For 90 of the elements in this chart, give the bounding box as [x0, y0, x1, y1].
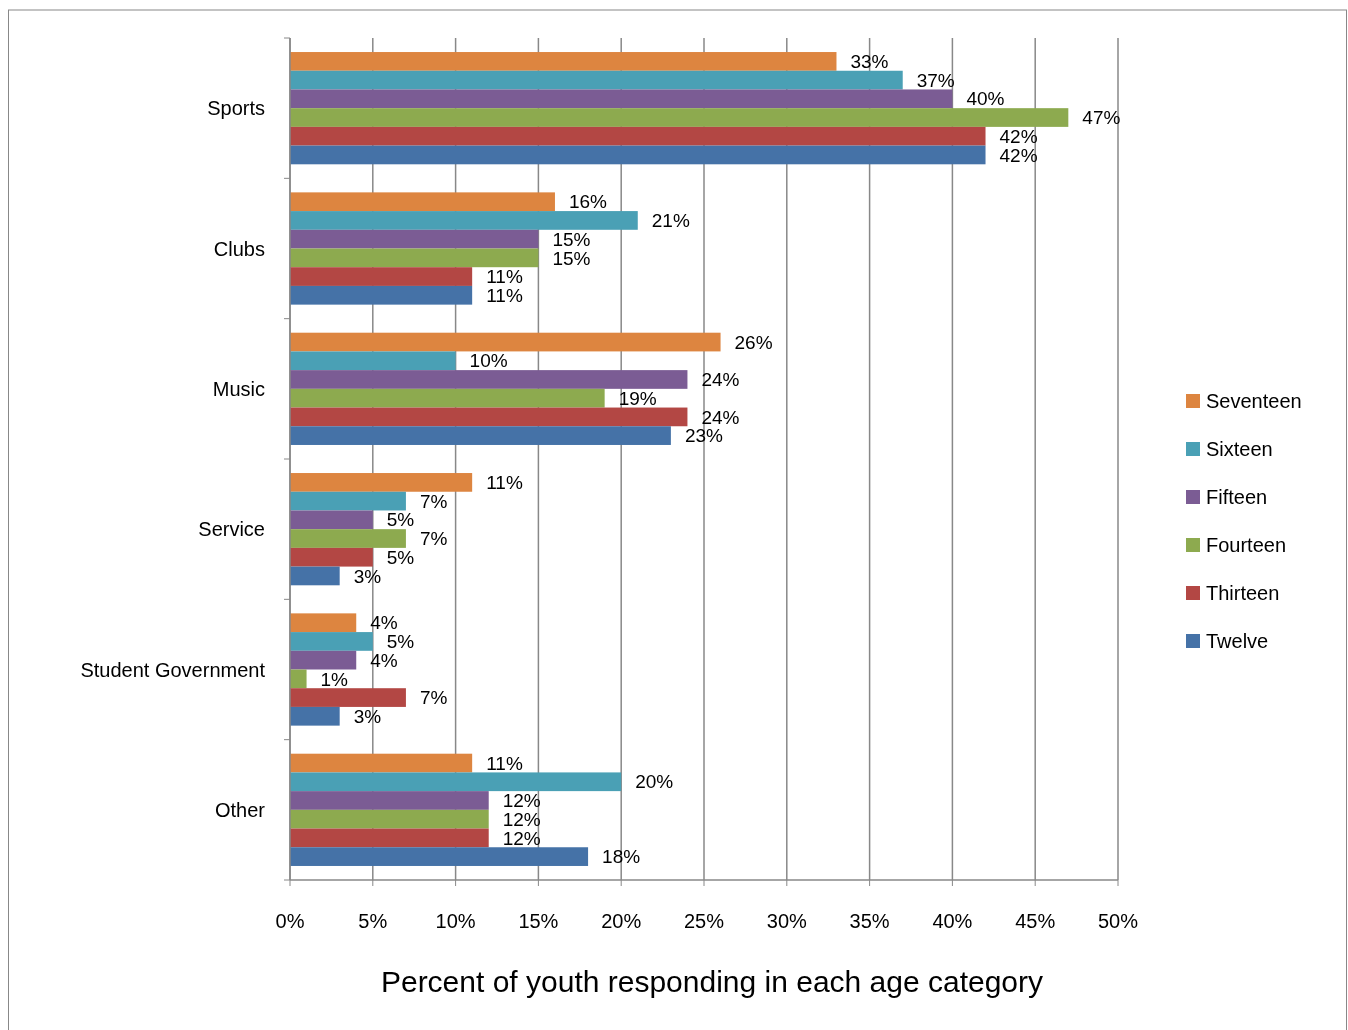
legend-label: Fifteen — [1206, 486, 1268, 508]
y-tick-label: Student Government — [80, 658, 266, 681]
bar — [290, 332, 721, 352]
bar — [290, 772, 622, 792]
data-label: 16% — [568, 191, 608, 213]
x-tick-label: 35% — [849, 910, 890, 932]
bar — [290, 547, 373, 567]
bar — [290, 753, 473, 773]
x-tick-label: 40% — [932, 910, 973, 932]
bar — [290, 267, 473, 286]
bar — [290, 407, 688, 427]
bar — [290, 145, 986, 165]
data-label: 3% — [353, 705, 382, 727]
x-tick-label: 20% — [601, 910, 642, 932]
y-tick-label: Service — [198, 518, 265, 541]
data-label: 11% — [486, 472, 523, 494]
bar — [290, 229, 539, 249]
x-tick-label: 50% — [1097, 910, 1139, 932]
data-label: 20% — [635, 771, 674, 793]
bar — [290, 426, 671, 445]
data-label: 37% — [916, 69, 955, 91]
bar — [290, 370, 688, 389]
x-axis-title: Percent of youth responding in each age category — [380, 965, 1044, 998]
bar — [290, 491, 406, 511]
data-label: 42% — [999, 125, 1038, 147]
bar — [290, 791, 489, 810]
legend-label: Sixteen — [1206, 438, 1273, 460]
data-label: 24% — [701, 369, 740, 391]
legend-label: Fourteen — [1206, 534, 1287, 556]
data-label: 24% — [701, 406, 740, 428]
data-label: 26% — [734, 331, 773, 353]
data-label: 7% — [419, 687, 448, 709]
bar — [290, 211, 638, 230]
y-tick-label: Clubs — [213, 237, 265, 260]
bar — [290, 529, 406, 548]
bar — [290, 285, 473, 305]
x-tick-label: 45% — [1015, 910, 1056, 932]
bar — [290, 248, 539, 268]
data-label: 23% — [684, 425, 724, 447]
bar — [290, 108, 1069, 127]
data-label: 5% — [386, 509, 415, 531]
bar — [290, 351, 456, 371]
y-tick-label: Sports — [207, 97, 265, 120]
data-label: 4% — [370, 612, 398, 634]
bar — [290, 89, 953, 109]
bar — [290, 809, 489, 829]
data-label: 11% — [486, 752, 523, 774]
bar — [290, 52, 837, 71]
legend-label: Seventeen — [1206, 390, 1302, 412]
bar — [290, 192, 555, 212]
data-label: 1% — [320, 668, 349, 690]
data-label: 3% — [353, 565, 382, 587]
bar — [290, 706, 340, 726]
bar — [290, 126, 986, 146]
bar — [290, 632, 373, 651]
data-label: 47% — [1082, 107, 1121, 129]
data-label: 40% — [966, 88, 1005, 110]
x-tick-label: 25% — [683, 910, 725, 932]
bar — [290, 388, 605, 408]
data-label: 15% — [552, 247, 591, 269]
bar — [290, 688, 406, 707]
x-tick-label: 10% — [435, 910, 476, 932]
bar — [290, 70, 903, 90]
y-tick-label: Music — [212, 377, 265, 400]
bar — [290, 828, 489, 848]
legend-label: Thirteen — [1206, 582, 1280, 604]
data-label: 18% — [602, 846, 641, 868]
data-label: 7% — [419, 490, 448, 512]
bar — [290, 669, 307, 689]
data-label: 42% — [999, 144, 1038, 166]
bar — [290, 510, 373, 530]
data-label: 33% — [850, 51, 889, 73]
bar — [290, 473, 473, 492]
x-tick-label: 5% — [358, 910, 388, 932]
data-label: 15% — [552, 228, 591, 250]
bar — [290, 566, 340, 586]
bar — [290, 613, 357, 633]
x-tick-label: 15% — [518, 910, 559, 932]
y-tick-label: Other — [214, 798, 266, 821]
legend-label: Twelve — [1206, 630, 1269, 652]
x-tick-label: 0% — [275, 910, 305, 932]
data-label: 12% — [502, 827, 541, 849]
x-tick-label: 30% — [766, 910, 808, 932]
data-label: 10% — [469, 350, 508, 372]
data-label: 7% — [419, 528, 448, 550]
data-label: 21% — [651, 210, 690, 232]
data-label: 19% — [618, 387, 657, 409]
data-label: 5% — [386, 546, 415, 568]
bar — [290, 650, 357, 670]
bar — [290, 847, 589, 866]
